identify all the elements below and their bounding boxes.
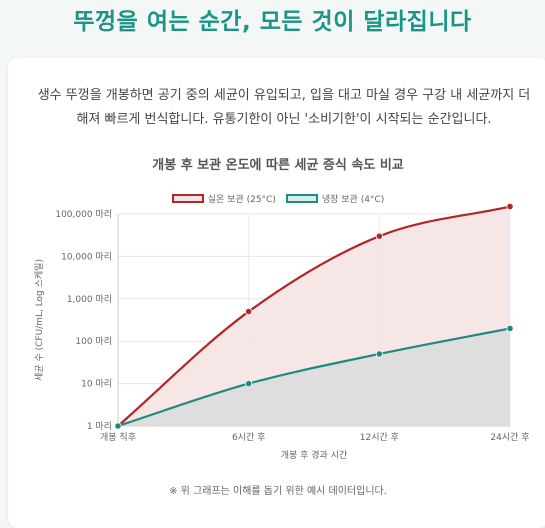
- x-axis-title: 개봉 후 경과 시간: [281, 449, 348, 461]
- x-tick-label: 6시간 후: [232, 432, 265, 443]
- x-tick-label: 개봉 직후: [100, 432, 136, 443]
- y-tick-label: 1 마리: [87, 421, 112, 432]
- page-title: 뚜껑을 여는 순간, 모든 것이 달라집니다: [73, 9, 472, 35]
- legend-label-room: 실온 보관 (25°C): [207, 195, 276, 205]
- y-axis-title: 세균 수 (CFU/mL, Log 스케일): [34, 259, 45, 381]
- y-tick-label: 100,000 마리: [55, 209, 112, 220]
- bacteria-chart: 1 마리 10 마리 100 마리 1,000 마리 10,000 마리 100,000 …: [34, 202, 530, 461]
- x-tick-label: 24시간 후: [490, 432, 529, 443]
- chart-title: 개봉 후 보관 온도에 따른 세균 증식 속도 비교: [152, 158, 404, 173]
- data-point-room: [245, 307, 253, 316]
- legend-item-room[interactable]: 실온 보관 (25°C): [171, 192, 276, 205]
- data-point-fridge: [506, 324, 514, 333]
- data-point-room: [506, 202, 514, 211]
- series-line-fridge: [117, 327, 511, 428]
- data-point-room: [375, 232, 383, 240]
- series-area-fridge: [118, 328, 510, 426]
- x-tick-label: 12시간 후: [360, 432, 399, 443]
- content-card: 생수 뚜껑을 개봉하면 공기 중의 세균이 유입되고, 입을 대고 마실 경우 …: [8, 58, 545, 528]
- intro-text: 생수 뚜껑을 개봉하면 공기 중의 세균이 유입되고, 입을 대고 마실 경우 …: [37, 88, 531, 127]
- data-point-fridge: [375, 350, 383, 358]
- data-point-fridge: [245, 379, 253, 388]
- legend-swatch-room: [171, 194, 204, 203]
- y-tick-label: 100 마리: [75, 336, 112, 347]
- y-tick-label: 1,000 마리: [67, 294, 112, 305]
- series-line-room: [117, 205, 511, 427]
- y-tick-label: 10,000 마리: [61, 251, 112, 262]
- footnote: ※ 위 그래프는 이해를 돕기 위한 예시 데이터입니다.: [169, 486, 387, 497]
- legend-swatch-fridge: [285, 194, 318, 203]
- data-point-fridge: [114, 422, 122, 430]
- legend-label-fridge: 냉장 보관 (4°C): [321, 195, 385, 205]
- y-tick-label: 10 마리: [81, 379, 112, 390]
- legend-item-fridge[interactable]: 냉장 보관 (4°C): [285, 192, 385, 205]
- chart-legend: 실온 보관 (25°C) 냉장 보관 (4°C): [8, 192, 545, 205]
